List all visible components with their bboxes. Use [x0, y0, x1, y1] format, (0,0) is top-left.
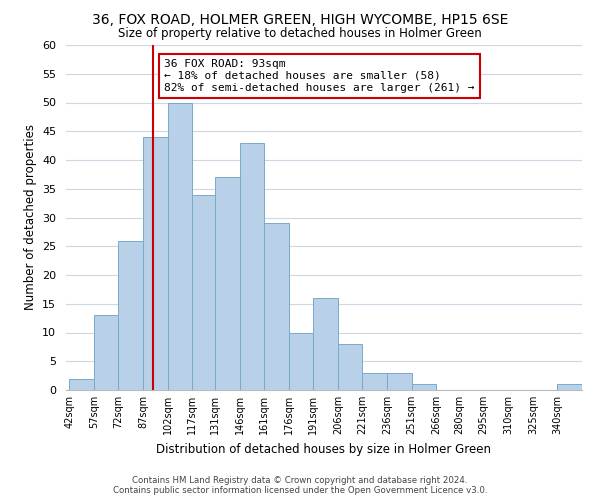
Bar [338, 344, 362, 390]
Bar [239, 143, 264, 390]
Bar [143, 137, 167, 390]
Bar [192, 194, 215, 390]
Y-axis label: Number of detached properties: Number of detached properties [23, 124, 37, 310]
Bar [167, 102, 192, 390]
X-axis label: Distribution of detached houses by size in Holmer Green: Distribution of detached houses by size … [157, 442, 491, 456]
Bar [69, 378, 94, 390]
Text: Contains HM Land Registry data © Crown copyright and database right 2024.
Contai: Contains HM Land Registry data © Crown c… [113, 476, 487, 495]
Bar [264, 223, 289, 390]
Text: Size of property relative to detached houses in Holmer Green: Size of property relative to detached ho… [118, 28, 482, 40]
Bar [557, 384, 582, 390]
Text: 36, FOX ROAD, HOLMER GREEN, HIGH WYCOMBE, HP15 6SE: 36, FOX ROAD, HOLMER GREEN, HIGH WYCOMBE… [92, 12, 508, 26]
Bar [289, 332, 313, 390]
Bar [362, 373, 387, 390]
Bar [313, 298, 338, 390]
Text: 36 FOX ROAD: 93sqm
← 18% of detached houses are smaller (58)
82% of semi-detache: 36 FOX ROAD: 93sqm ← 18% of detached hou… [164, 60, 475, 92]
Bar [215, 178, 239, 390]
Bar [387, 373, 412, 390]
Bar [94, 316, 118, 390]
Bar [412, 384, 436, 390]
Bar [118, 240, 143, 390]
